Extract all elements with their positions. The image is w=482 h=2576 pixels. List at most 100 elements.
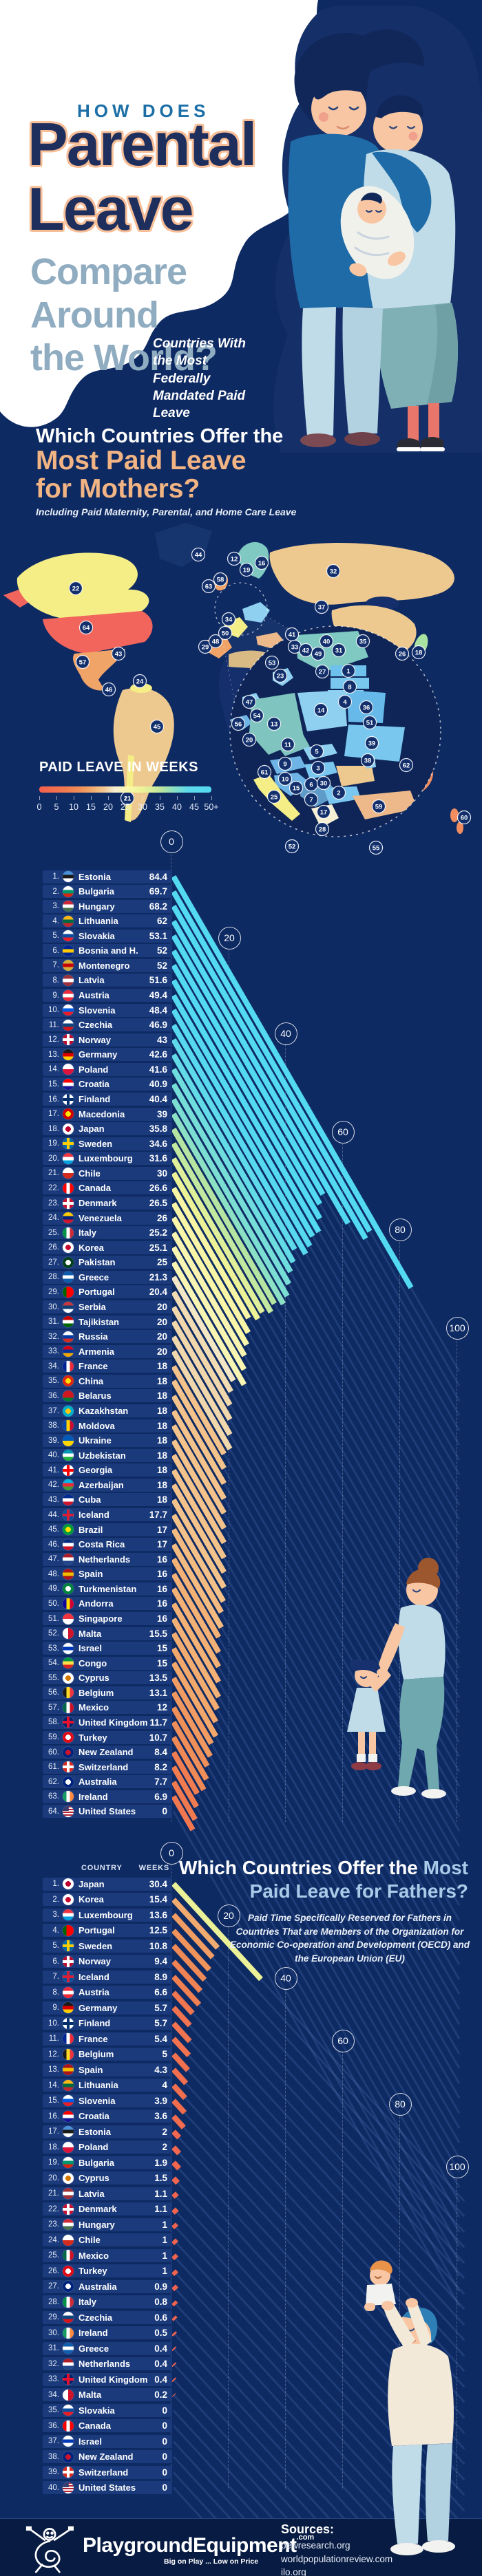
table-row: 3. Hungary 68.2	[43, 899, 172, 913]
country-name: Bosnia and H.	[78, 945, 138, 956]
country-name: United States	[78, 1806, 136, 1817]
weeks-value: 5.7	[154, 2002, 167, 2013]
svg-text:29: 29	[202, 643, 209, 651]
table-row: 62. Australia 7.7	[43, 1775, 172, 1789]
flag-icon	[63, 1331, 74, 1342]
axis-tick-circle: 80	[388, 1218, 412, 1241]
weeks-value: 48.4	[149, 1005, 167, 1016]
country-name: Estonia	[78, 871, 111, 882]
rank-label: 2.	[52, 887, 59, 896]
svg-text:50: 50	[222, 630, 229, 637]
rank-label: 29.	[48, 1287, 59, 1296]
weeks-value: 1	[162, 2250, 167, 2261]
rank-label: 31.	[48, 1318, 59, 1327]
legend-tick-label: 0	[36, 802, 42, 812]
flag-icon	[63, 1390, 74, 1402]
flag-icon	[63, 2482, 74, 2493]
country-name: Portugal	[78, 1287, 115, 1298]
rank-label: 31.	[48, 2344, 59, 2352]
flag-icon	[63, 1628, 74, 1640]
map-marker-layer: 2264574346244521446358121916342948503237…	[68, 547, 472, 855]
rank-label: 59.	[48, 1733, 59, 1742]
table-row: 23. Denmark 26.5	[43, 1196, 172, 1210]
flag-icon	[63, 886, 74, 897]
svg-text:38: 38	[364, 757, 372, 764]
flag-icon	[63, 2405, 74, 2416]
rank-label: 61.	[48, 1763, 59, 1772]
flag-icon	[63, 974, 74, 986]
weeks-value: 15	[156, 1643, 167, 1654]
weeks-value: 0	[162, 2451, 167, 2462]
mothers-heading-accent: Most Paid Leave	[36, 446, 247, 475]
map-marker-singapore: 51	[362, 715, 377, 730]
flag-icon	[63, 2343, 74, 2354]
weeks-value: 0.5	[154, 2328, 167, 2338]
table-row: 7. Iceland 8.9	[43, 1970, 172, 1984]
country-name: Ireland	[78, 2328, 108, 2338]
weeks-value: 17.7	[149, 1510, 167, 1520]
axis-guide-line	[399, 2115, 400, 2489]
rank-label: 26.	[48, 2266, 59, 2275]
country-name: Sweden	[78, 1138, 113, 1149]
weeks-value: 18	[156, 1465, 167, 1476]
weeks-value: 0.9	[154, 2281, 167, 2292]
rank-label: 48.	[48, 1569, 59, 1578]
table-row: 34. Malta 0.2	[43, 2388, 172, 2401]
weeks-value: 69.7	[149, 886, 167, 897]
svg-text:18: 18	[415, 649, 423, 656]
flag-icon	[63, 2048, 74, 2060]
rank-label: 14.	[48, 1065, 59, 1074]
flag-icon	[63, 1746, 74, 1758]
svg-text:48: 48	[212, 638, 220, 645]
map-marker-hungary: 3	[311, 760, 326, 775]
table-row: 38. Moldova 18	[43, 1419, 172, 1432]
leave-bar	[171, 2099, 187, 2115]
weeks-value: 10.8	[149, 1940, 167, 1951]
rank-label: 3.	[52, 902, 59, 911]
weeks-value: 0	[162, 1806, 167, 1817]
rank-label: 32.	[48, 2359, 59, 2368]
country-name: New Zealand	[78, 1747, 134, 1758]
rank-label: 45.	[48, 1525, 59, 1534]
svg-text:22: 22	[72, 585, 80, 592]
map-marker-belgium: 56	[231, 716, 246, 731]
table-row: 39. Switzerland 0	[43, 2465, 172, 2479]
map-marker-united-kingdom: 58	[213, 572, 228, 587]
flag-icon	[63, 2079, 74, 2091]
table-row: 37. Kazakhstan 18	[43, 1404, 172, 1418]
weeks-value: 25.2	[149, 1227, 167, 1238]
map-marker-canada: 22	[68, 581, 83, 596]
country-name: Netherlands	[78, 2359, 131, 2369]
rank-label: 7.	[52, 961, 59, 970]
svg-text:5: 5	[315, 748, 319, 755]
country-name: Sweden	[78, 1940, 113, 1951]
rank-label: 39.	[48, 1436, 59, 1445]
svg-text:8: 8	[348, 683, 351, 691]
rank-label: 21.	[48, 2189, 59, 2198]
svg-text:39: 39	[368, 740, 376, 747]
map-marker-montenegro: 7	[304, 792, 319, 807]
map-marker-uzbekistan: 40	[319, 634, 334, 649]
weeks-value: 8.2	[154, 1761, 167, 1772]
rank-label: 1.	[52, 872, 59, 881]
flag-icon	[63, 871, 74, 882]
table-row: 55. Cyprus 13.5	[43, 1671, 172, 1685]
flag-icon	[63, 1346, 74, 1357]
mother-face	[373, 103, 423, 153]
country-name: China	[78, 1375, 104, 1386]
country-name: Turkmenistan	[78, 1583, 137, 1594]
table-row: 13. Spain 4.3	[43, 2063, 172, 2076]
leave-bar	[171, 2114, 186, 2129]
hero-title-line2: Leave	[28, 175, 194, 243]
rank-label: 9.	[52, 991, 59, 1000]
axis-guide-line	[285, 1044, 286, 1822]
legend-tick-mark	[108, 796, 109, 800]
rank-label: 19.	[48, 1139, 59, 1148]
flag-icon	[63, 1420, 74, 1432]
axis-tick-circle: 40	[274, 1966, 297, 1990]
country-name: Slovenia	[78, 2095, 116, 2106]
weeks-value: 5.4	[154, 2033, 167, 2044]
svg-text:9: 9	[283, 760, 286, 768]
weeks-value: 0.8	[154, 2297, 167, 2307]
country-name: Lithuania	[78, 2080, 118, 2090]
